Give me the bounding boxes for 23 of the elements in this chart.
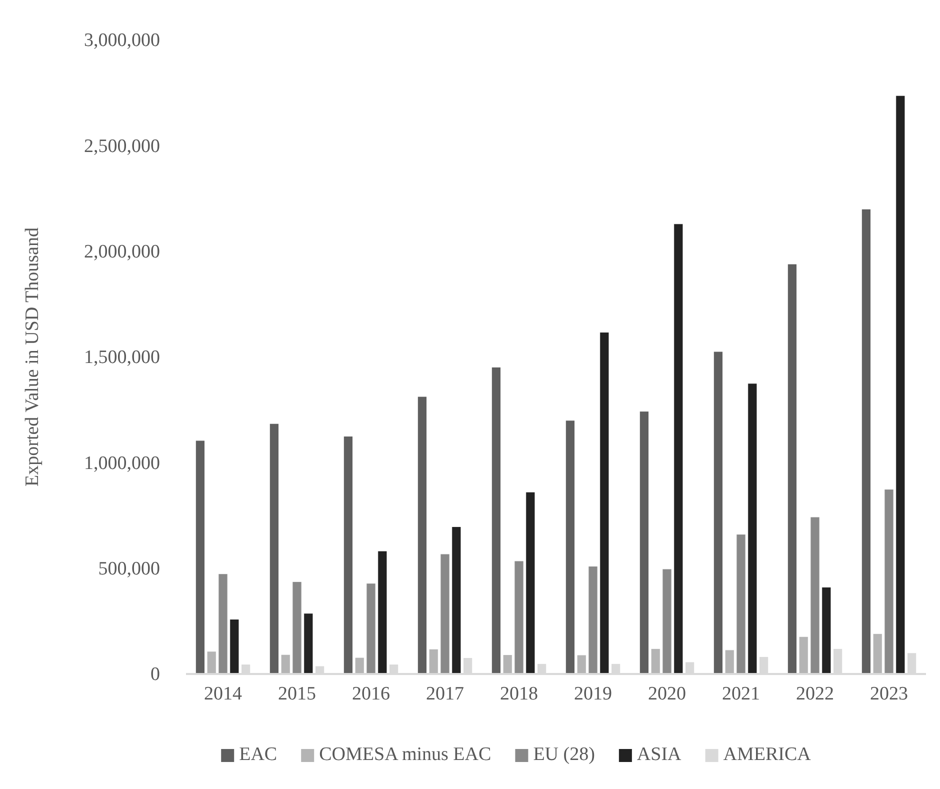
x-tick-label: 2023 xyxy=(870,683,908,704)
legend-label: EAC xyxy=(239,744,278,765)
y-tick-label: 2,000,000 xyxy=(84,241,160,262)
legend-label: COMESA minus EAC xyxy=(319,744,492,765)
y-tick-label: 3,000,000 xyxy=(84,30,160,52)
y-axis-title: Exported Value in USD Thousand xyxy=(22,227,43,486)
legend-label: AMERICA xyxy=(723,744,812,765)
x-tick-label: 2021 xyxy=(722,683,760,704)
x-tick-label: 2016 xyxy=(352,683,390,704)
x-tick-label: 2020 xyxy=(648,683,686,704)
y-tick-label: 0 xyxy=(150,664,160,686)
x-tick-label: 2022 xyxy=(796,683,834,704)
y-tick-label: 1,000,000 xyxy=(84,452,160,474)
x-tick-label: 2014 xyxy=(204,683,242,704)
x-tick-label: 2018 xyxy=(500,683,538,704)
y-tick-label: 500,000 xyxy=(98,558,160,580)
legend-label: EU (28) xyxy=(533,744,595,765)
x-tick-label: 2015 xyxy=(278,683,316,704)
x-tick-label: 2017 xyxy=(426,683,464,704)
y-tick-label: 1,500,000 xyxy=(84,347,160,368)
y-tick-label: 2,500,000 xyxy=(84,136,160,157)
legend-label: ASIA xyxy=(636,744,682,765)
x-tick-label: 2019 xyxy=(574,683,612,704)
